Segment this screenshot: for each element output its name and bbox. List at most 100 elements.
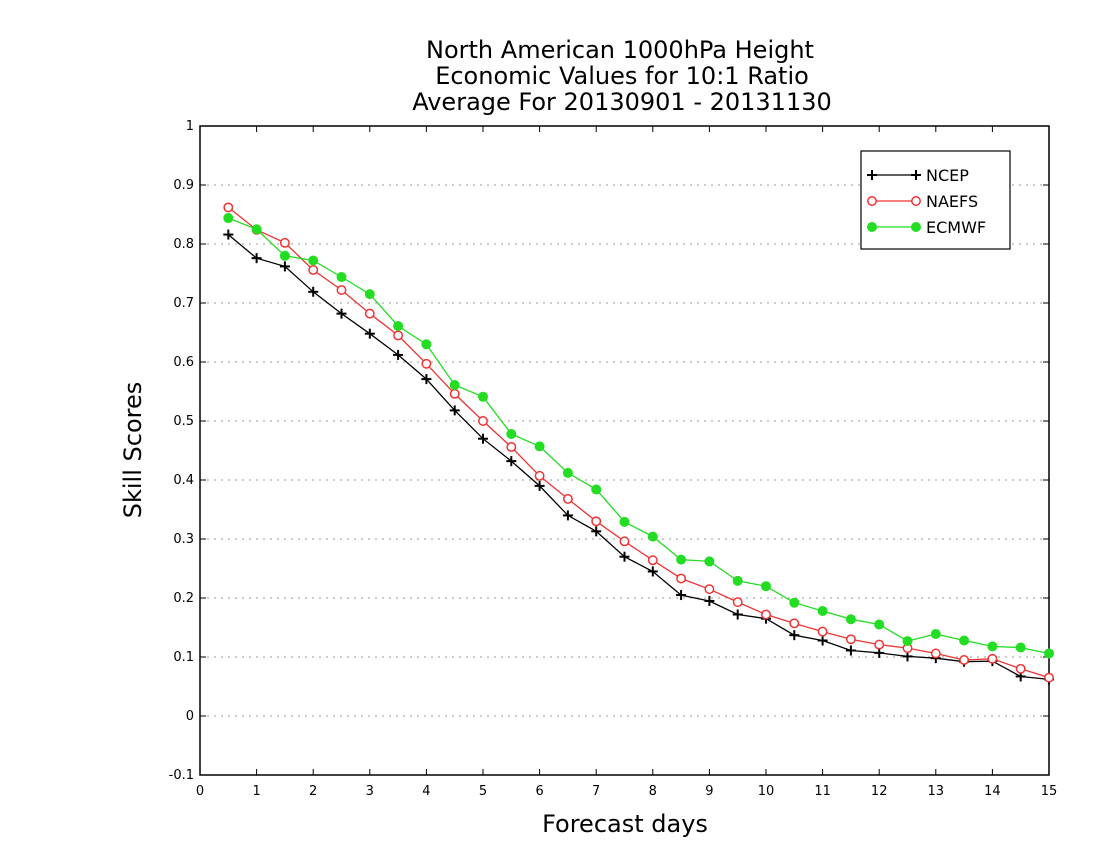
data-point-ncep (591, 526, 602, 537)
data-point-ecmwf (845, 614, 856, 625)
legend-label-ncep: NCEP (926, 166, 969, 185)
series-line-naefs (227, 206, 1050, 679)
data-point-ncep (704, 595, 715, 606)
chart-title: North American 1000hPa Height Economic V… (412, 36, 832, 116)
data-point-naefs (591, 516, 602, 527)
data-point-ncep (279, 261, 290, 272)
data-point-ecmwf (987, 641, 998, 652)
data-point-ncep (506, 456, 517, 467)
data-point-naefs (930, 648, 941, 659)
y-tick-label: 0.1 (173, 650, 194, 665)
legend-marker-ecmwf (867, 222, 877, 232)
data-point-naefs (845, 634, 856, 645)
data-point-ncep (364, 328, 375, 339)
data-point-ncep (308, 286, 319, 297)
data-point-ecmwf (562, 467, 573, 478)
series-line-ncep (227, 234, 1050, 681)
y-tick-label: 0.9 (173, 178, 194, 193)
x-tick-label: 9 (705, 784, 713, 799)
series-layer (223, 202, 1054, 685)
series-naefs (223, 202, 1054, 683)
data-point-ncep (421, 374, 432, 385)
data-point-ncep (676, 590, 687, 601)
y-axis-title: Skill Scores (119, 382, 147, 519)
x-tick-label: 4 (422, 784, 430, 799)
data-point-naefs (449, 388, 460, 399)
data-point-ecmwf (789, 597, 800, 608)
data-point-ecmwf (336, 272, 347, 283)
data-point-ecmwf (1044, 648, 1054, 659)
data-point-ecmwf (1015, 642, 1026, 653)
x-axis-title: Forecast days (542, 810, 708, 838)
data-point-ecmwf (647, 531, 658, 542)
data-point-naefs (761, 609, 771, 620)
x-tick-label: 10 (758, 784, 775, 799)
y-axis-ticks: -0.1 0 0.1 0.2 0.3 0.4 0.5 0.6 0.7 0.8 0.9 1 (169, 119, 1049, 783)
data-point-ecmwf (251, 224, 262, 235)
legend-label-ecmwf: ECMWF (926, 218, 986, 237)
y-tick-label: 0.4 (173, 473, 194, 488)
legend-marker-ncep (911, 170, 921, 180)
y-tick-label: 0.7 (173, 296, 194, 311)
data-point-ecmwf (930, 628, 941, 639)
data-point-naefs (223, 202, 234, 213)
data-point-naefs (506, 442, 517, 452)
data-point-naefs (308, 265, 319, 275)
data-point-ncep (393, 349, 404, 360)
data-point-ecmwf (817, 605, 828, 616)
data-point-naefs (704, 584, 715, 595)
data-point-naefs (393, 330, 404, 341)
data-point-ncep (449, 405, 460, 416)
data-point-ncep (845, 645, 856, 656)
legend-marker-naefs (911, 196, 921, 206)
data-point-naefs (817, 626, 828, 637)
legend-item-naefs: NAEFS (867, 192, 978, 211)
x-tick-label: 2 (309, 784, 317, 799)
grid-lines (200, 184, 1049, 717)
data-point-ecmwf (619, 516, 630, 527)
y-tick-label: 0 (186, 709, 194, 724)
data-point-ecmwf (959, 635, 970, 646)
x-tick-label: 12 (871, 784, 888, 799)
data-point-naefs (1015, 663, 1026, 674)
series-line-ecmwf (228, 217, 1050, 655)
y-tick-label: 0.6 (173, 355, 194, 370)
data-point-naefs (279, 237, 290, 248)
data-point-ecmwf (223, 213, 234, 224)
data-point-ecmwf (393, 321, 404, 332)
x-tick-label: 6 (535, 784, 543, 799)
y-tick-label: 0.3 (173, 532, 194, 547)
data-point-ecmwf (308, 255, 319, 266)
data-point-ncep (647, 566, 658, 577)
legend-item-ecmwf: ECMWF (867, 218, 986, 237)
data-point-naefs (364, 308, 375, 319)
data-point-naefs (647, 555, 658, 566)
x-tick-label: 5 (479, 784, 487, 799)
data-point-naefs (336, 285, 347, 295)
data-point-ncep (619, 551, 630, 562)
x-tick-label: 11 (814, 784, 831, 799)
data-point-ecmwf (704, 556, 715, 567)
data-point-ncep (789, 630, 800, 641)
x-tick-label: 13 (928, 784, 945, 799)
legend: NCEP NAEFS ECMWF (860, 150, 1011, 250)
x-tick-label: 3 (366, 784, 374, 799)
title-line-1: North American 1000hPa Height (426, 36, 814, 64)
data-point-ncep (223, 229, 234, 240)
legend-label-naefs: NAEFS (926, 192, 978, 211)
title-line-2: Economic Values for 10:1 Ratio (435, 62, 809, 90)
legend-marker-naefs (867, 196, 877, 206)
data-point-ecmwf (364, 289, 375, 300)
title-line-3: Average For 20130901 - 20131130 (412, 88, 832, 116)
x-axis-ticks: 0 1 2 3 4 5 6 7 8 9 10 11 12 13 14 15 (196, 126, 1057, 799)
data-point-naefs (789, 618, 800, 629)
data-point-naefs (534, 470, 545, 481)
data-point-naefs (959, 655, 970, 665)
data-point-ncep (251, 253, 262, 264)
legend-box (860, 150, 1011, 250)
y-tick-label: -0.1 (169, 768, 194, 783)
data-point-naefs (874, 639, 885, 650)
data-point-ecmwf (449, 380, 460, 391)
x-tick-label: 7 (592, 784, 600, 799)
